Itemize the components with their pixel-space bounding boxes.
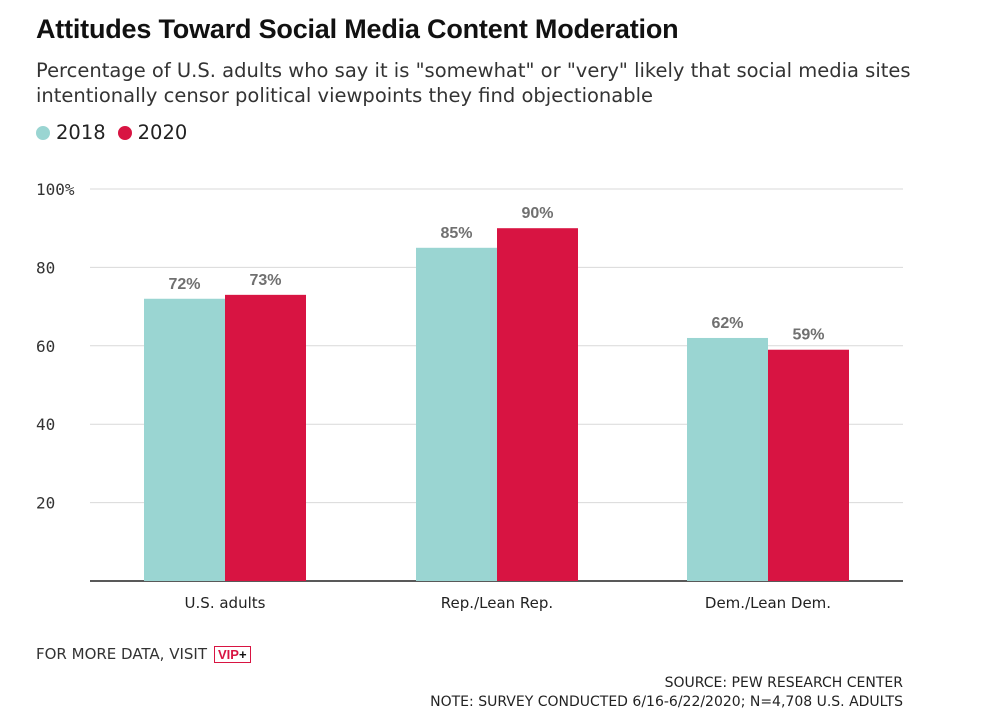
legend-swatch-2018: [36, 125, 50, 140]
data-label: 62%: [711, 315, 743, 332]
vip-logo-text: VIP: [218, 646, 239, 662]
chart-subtitle: Percentage of U.S. adults who say it is …: [36, 59, 911, 107]
vip-logo-plus: +: [238, 646, 247, 662]
legend-label-2020: 2020: [137, 121, 188, 144]
data-label: 59%: [792, 327, 824, 344]
source-note: SOURCE: PEW RESEARCH CENTER: [664, 675, 903, 691]
y-tick-label: 60: [36, 337, 55, 356]
data-label: 73%: [249, 272, 281, 289]
y-tick-label: 100%: [36, 180, 75, 199]
more-data-link[interactable]: FOR MORE DATA, VISIT VIP+: [36, 645, 251, 663]
bar: [144, 298, 225, 581]
chart-title: Attitudes Toward Social Media Content Mo…: [36, 14, 679, 44]
survey-note: NOTE: SURVEY CONDUCTED 6/16-6/22/2020; N…: [430, 694, 903, 710]
x-tick-label: Rep./Lean Rep.: [441, 594, 553, 612]
y-tick-label: 20: [36, 494, 55, 513]
bar-chart: 20 40 60 80 100% 72% 73% U.S. adults 85% 90% Rep./…: [36, 180, 903, 612]
data-label: 72%: [168, 276, 200, 293]
bar: [687, 337, 768, 581]
y-tick-label: 80: [36, 258, 55, 277]
legend-swatch-2020: [117, 125, 132, 140]
y-tick-label: 40: [36, 415, 55, 434]
vip-logo[interactable]: VIP+: [214, 645, 251, 663]
legend-item-2018: 2018: [36, 121, 106, 144]
bar: [497, 228, 578, 581]
bar: [768, 349, 849, 581]
data-label: 90%: [521, 205, 553, 222]
legend-label-2018: 2018: [56, 121, 106, 144]
more-data-text: FOR MORE DATA, VISIT: [36, 645, 208, 663]
x-tick-label: Dem./Lean Dem.: [705, 594, 831, 612]
bar: [225, 294, 306, 581]
bar: [416, 247, 497, 582]
x-tick-label: U.S. adults: [185, 594, 266, 612]
legend-item-2020: 2020: [117, 121, 188, 144]
chart-legend: 2018 2020: [36, 121, 199, 144]
data-label: 85%: [440, 225, 472, 242]
